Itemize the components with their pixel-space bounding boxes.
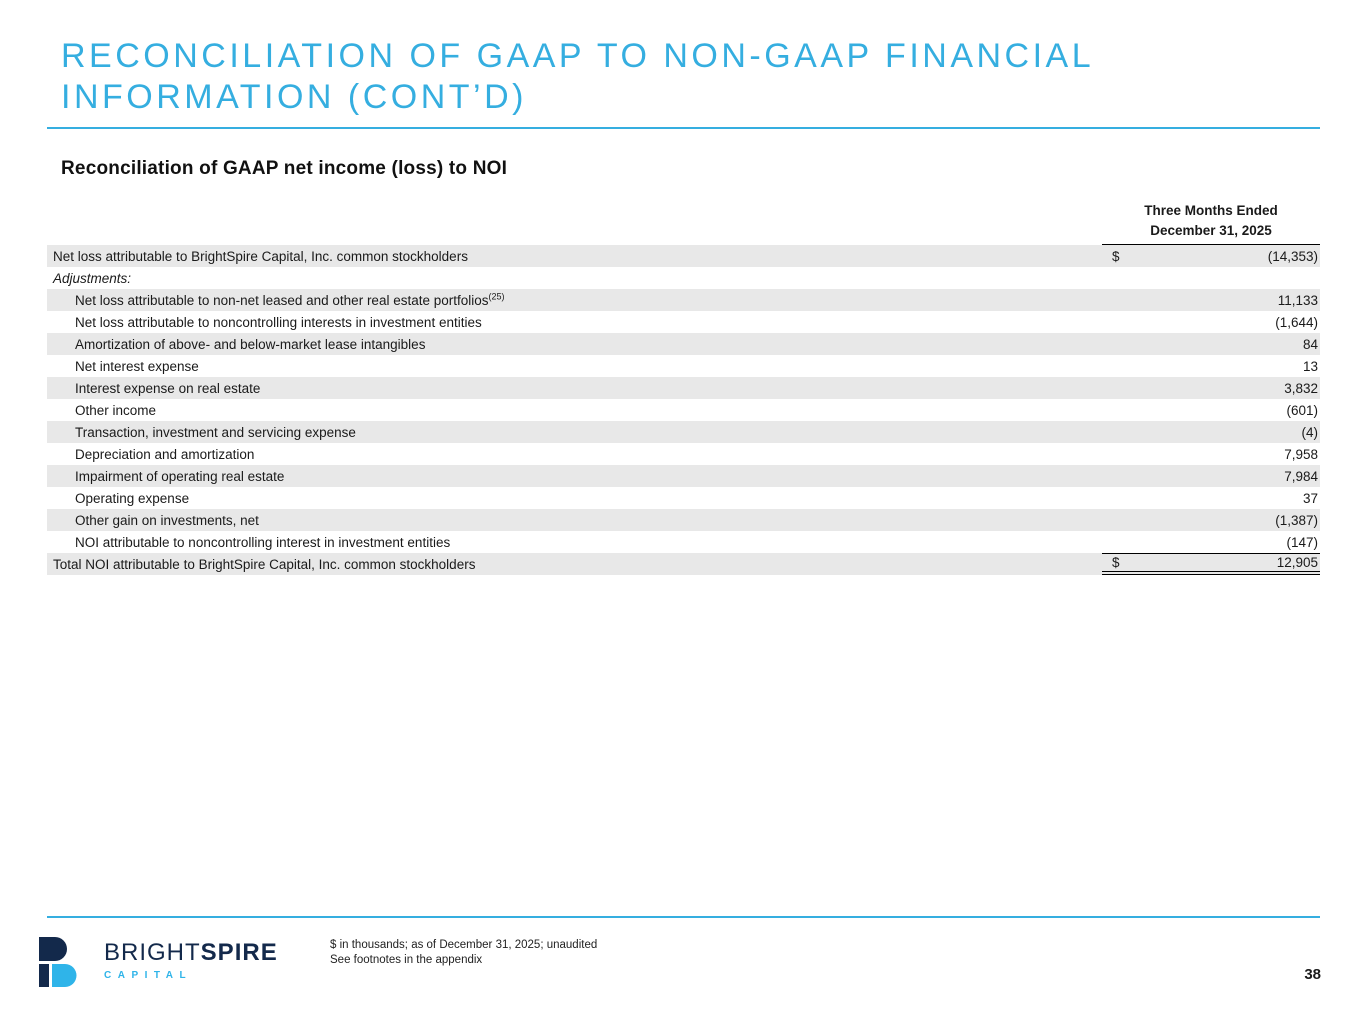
table-row: Net interest expense 13 xyxy=(47,355,1320,377)
table-row: Net loss attributable to BrightSpire Cap… xyxy=(47,245,1320,267)
table-row: Transaction, investment and servicing ex… xyxy=(47,421,1320,443)
row-value-cell: 37 xyxy=(1102,487,1320,509)
row-label: Net loss attributable to BrightSpire Cap… xyxy=(53,248,468,264)
row-value: 13 xyxy=(1302,358,1318,374)
row-value: (14,353) xyxy=(1267,248,1318,264)
row-label: Transaction, investment and servicing ex… xyxy=(75,424,356,440)
table-row: Net loss attributable to noncontrolling … xyxy=(47,311,1320,333)
section-title: Reconciliation of GAAP net income (loss)… xyxy=(61,158,508,179)
brightspire-logo: BRIGHTSPIRE CAPITAL xyxy=(38,936,278,988)
logo-word-spire: SPIRE xyxy=(200,939,278,966)
title-divider xyxy=(47,127,1320,129)
row-value-cell: $ (14,353) xyxy=(1102,245,1320,267)
table-row: Net loss attributable to non-net leased … xyxy=(47,289,1320,311)
row-label: NOI attributable to noncontrolling inter… xyxy=(75,534,451,550)
row-value: (147) xyxy=(1286,534,1318,550)
row-value: 84 xyxy=(1302,336,1318,352)
period-header-line1: Three Months Ended xyxy=(1144,203,1278,218)
row-value: 7,984 xyxy=(1284,468,1318,484)
row-value-cell xyxy=(1102,267,1320,289)
row-value: 3,832 xyxy=(1284,380,1318,396)
dollar-sign: $ xyxy=(1112,555,1120,570)
reconciliation-table: Three Months Ended December 31, 2025 Net… xyxy=(47,201,1320,575)
logo-wordmark: BRIGHTSPIRE xyxy=(104,940,278,966)
row-label: Net interest expense xyxy=(75,358,199,374)
row-value-cell: (601) xyxy=(1102,399,1320,421)
row-label: Other gain on investments, net xyxy=(75,512,259,528)
footnote-line1: $ in thousands; as of December 31, 2025;… xyxy=(330,939,598,951)
row-label: Amortization of above- and below-market … xyxy=(75,336,426,352)
row-value-cell: 7,984 xyxy=(1102,465,1320,487)
row-value-cell: 13 xyxy=(1102,355,1320,377)
table-total-row: Total NOI attributable to BrightSpire Ca… xyxy=(47,553,1320,575)
brightspire-logo-icon xyxy=(39,937,77,987)
logo-word-bright: BRIGHT xyxy=(104,939,201,966)
row-value: (1,387) xyxy=(1275,512,1318,528)
table-row: Operating expense 37 xyxy=(47,487,1320,509)
row-label: Impairment of operating real estate xyxy=(75,468,285,484)
row-label: Adjustments: xyxy=(53,270,132,286)
row-label: Other income xyxy=(75,402,157,418)
row-value: 37 xyxy=(1302,490,1318,506)
table-row: Other gain on investments, net (1,387) xyxy=(47,509,1320,531)
row-value-cell: $ 12,905 xyxy=(1102,553,1320,575)
row-value-cell: (1,387) xyxy=(1102,509,1320,531)
row-label: Depreciation and amortization xyxy=(75,446,255,462)
period-column-header: Three Months Ended December 31, 2025 xyxy=(1102,201,1320,245)
page-title: RECONCILIATION OF GAAP TO NON-GAAP FINAN… xyxy=(61,37,1093,116)
row-value: (4) xyxy=(1301,424,1319,440)
header-spacer xyxy=(47,201,1102,245)
table-header: Three Months Ended December 31, 2025 xyxy=(47,201,1320,245)
table-row: Amortization of above- and below-market … xyxy=(47,333,1320,355)
row-label: Operating expense xyxy=(75,490,190,506)
footnotes: $ in thousands; as of December 31, 2025;… xyxy=(330,938,597,968)
row-label: Total NOI attributable to BrightSpire Ca… xyxy=(53,556,476,572)
row-label-text: Net loss attributable to non-net leased … xyxy=(75,292,489,308)
row-value-cell: 7,958 xyxy=(1102,443,1320,465)
page-number: 38 xyxy=(1304,966,1321,983)
row-value-cell: (4) xyxy=(1102,421,1320,443)
table-row: Adjustments: xyxy=(47,267,1320,289)
row-value: 7,958 xyxy=(1284,446,1318,462)
logo-text: BRIGHTSPIRE CAPITAL xyxy=(104,936,278,982)
row-value: (601) xyxy=(1286,402,1318,418)
footnote-ref: (25) xyxy=(488,292,505,301)
logo-subtext: CAPITAL xyxy=(104,970,193,981)
period-header-line2: December 31, 2025 xyxy=(1150,223,1272,238)
footer-divider xyxy=(47,916,1320,918)
row-label: Net loss attributable to non-net leased … xyxy=(47,293,1102,308)
footnote-line2: See footnotes in the appendix xyxy=(330,954,483,966)
row-value: 11,133 xyxy=(1277,292,1318,308)
row-value-cell: 11,133 xyxy=(1102,289,1320,311)
row-value-cell: (147) xyxy=(1102,531,1320,553)
table-row: Other income (601) xyxy=(47,399,1320,421)
row-value: 12,905 xyxy=(1276,555,1318,570)
table-row: Interest expense on real estate 3,832 xyxy=(47,377,1320,399)
row-value-cell: 84 xyxy=(1102,333,1320,355)
row-value: (1,644) xyxy=(1275,314,1318,330)
table-row: NOI attributable to noncontrolling inter… xyxy=(47,531,1320,553)
row-value-cell: (1,644) xyxy=(1102,311,1320,333)
dollar-sign: $ xyxy=(1112,248,1120,264)
table-row: Depreciation and amortization 7,958 xyxy=(47,443,1320,465)
row-label: Interest expense on real estate xyxy=(75,380,261,396)
row-value-cell: 3,832 xyxy=(1102,377,1320,399)
row-label: Net loss attributable to noncontrolling … xyxy=(75,314,482,330)
table-row: Impairment of operating real estate 7,98… xyxy=(47,465,1320,487)
